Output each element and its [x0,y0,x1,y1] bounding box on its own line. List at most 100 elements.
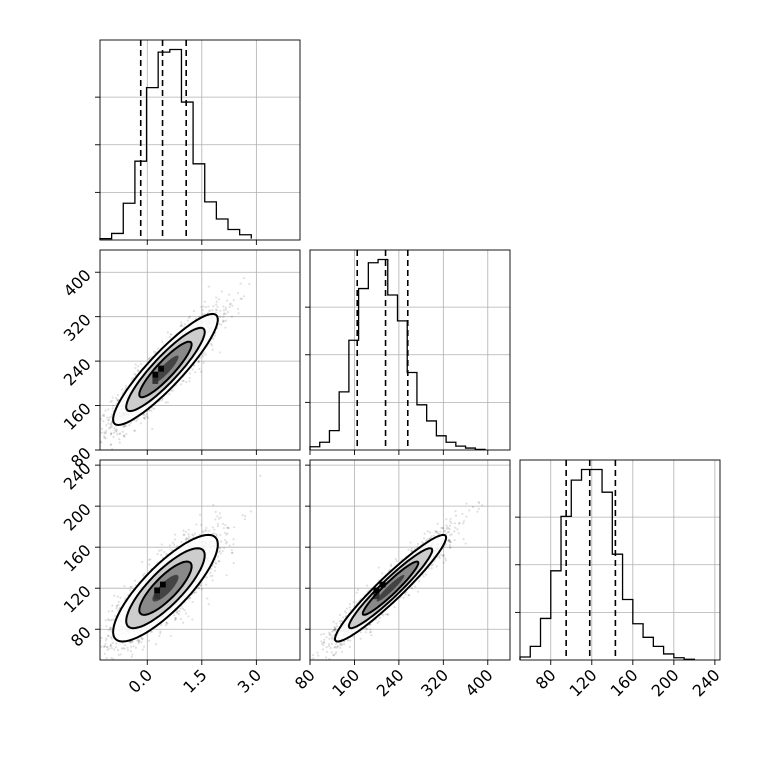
scatter-point [117,653,120,657]
scatter-point [109,644,112,647]
scatter-point [154,350,157,354]
scatter-point [191,600,194,604]
scatter-point [109,443,113,446]
scatter-point [449,520,452,523]
scatter-point [95,643,97,645]
scatter-point [442,561,445,564]
scatter-point [113,648,116,651]
scatter-point [95,664,97,666]
scatter-point [220,290,224,293]
x-tick-label: 0.0 [125,665,156,696]
scatter-point [147,357,150,360]
scatter-point [110,400,113,403]
scatter-point [226,532,229,535]
scatter-point [183,323,187,326]
scatter-point [165,621,168,624]
scatter-point [445,532,448,535]
scatter-point [231,551,234,554]
scatter-point [204,353,207,356]
scatter-point [110,630,113,633]
scatter-point [104,409,107,412]
scatter-point [194,371,197,374]
scatter-point [142,645,146,648]
scatter-point [140,636,143,640]
scatter-point [160,549,163,552]
scatter-point [232,526,236,529]
y-tick-label: 160 [60,541,95,576]
density-peak-cell [158,365,164,372]
scatter-point [237,312,240,315]
scatter-point [198,533,201,536]
scatter-point [240,297,243,300]
scatter-point [188,597,191,600]
scatter-point [116,595,119,598]
scatter-point [211,309,214,312]
scatter-point [230,551,234,555]
scatter-point [229,302,232,305]
scatter-point [184,530,187,534]
y-tick-label: 160 [60,399,95,434]
scatter-point [249,510,253,513]
scatter-point [107,422,110,425]
scatter-point [102,419,105,423]
scatter-point [215,308,219,312]
scatter-point [188,372,192,375]
scatter-point [111,604,114,607]
scatter-point [107,408,110,411]
scatter-point [457,522,461,525]
scatter-point [116,394,119,397]
scatter-point [211,579,214,582]
scatter-point [123,584,126,588]
scatter-point [185,380,188,384]
scatter-point [106,618,110,621]
scatter-point [174,533,177,536]
scatter-point [103,652,106,655]
scatter-point [148,563,151,566]
scatter-point [180,541,183,544]
scatter-point [105,424,108,427]
scatter-point [205,306,208,309]
scatter-point [126,646,129,649]
scatter-point [213,334,217,337]
scatter-point [143,572,146,575]
scatter-point [96,654,98,656]
scatter-point [137,640,140,643]
scatter-point [109,643,113,646]
scatter-point [182,529,185,532]
scatter-point [222,319,225,322]
scatter-point [187,537,190,540]
scatter-point [109,433,112,436]
scatter-point [215,534,218,537]
scatter-point [218,322,221,326]
scatter-point [450,522,453,525]
scatter-point [104,437,107,440]
scatter-point [173,543,176,546]
scatter-point [369,623,372,626]
scatter-point [208,529,211,533]
scatter-point [133,579,137,582]
scatter-point [130,585,133,588]
scatter-point [107,419,110,422]
y-tick-label: 80 [67,623,95,651]
x-tick-label: 240 [689,665,724,700]
scatter-point [119,432,122,435]
scatter-point [232,561,235,565]
scatter-point [85,679,87,681]
scatter-point [183,533,186,536]
scatter-point [146,415,149,418]
scatter-point [171,389,174,392]
scatter-point [203,351,206,354]
scatter-point [189,596,192,600]
scatter-point [118,438,121,441]
scatter-point [192,364,195,367]
scatter-point [199,584,202,587]
y-tick-label: 320 [60,310,95,345]
scatter-point [209,574,212,578]
scatter-point [232,543,235,546]
scatter-point [224,312,227,316]
scatter-point [104,642,107,646]
scatter-point [102,413,105,416]
scatter-point [107,619,111,622]
scatter-point [192,309,195,313]
scatter-point [222,315,225,318]
